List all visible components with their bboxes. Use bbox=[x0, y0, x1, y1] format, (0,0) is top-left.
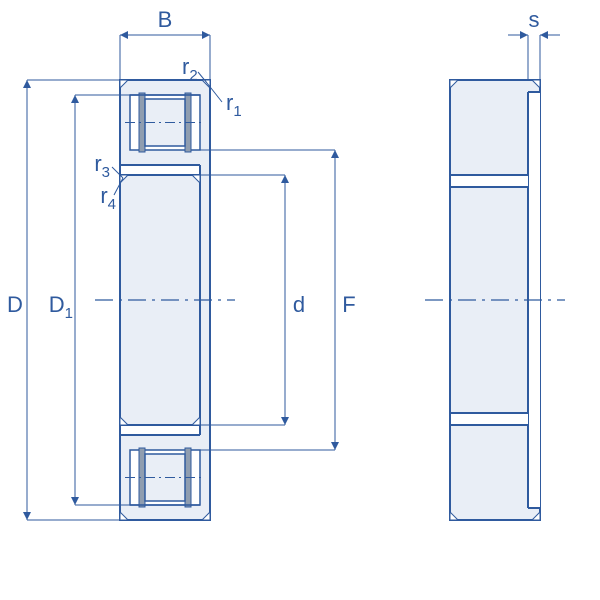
dim-label: B bbox=[158, 7, 173, 32]
dim-label: D bbox=[7, 292, 23, 317]
dim-label: F bbox=[342, 292, 355, 317]
dim-label: d bbox=[293, 292, 305, 317]
dim-label: s bbox=[529, 7, 540, 32]
